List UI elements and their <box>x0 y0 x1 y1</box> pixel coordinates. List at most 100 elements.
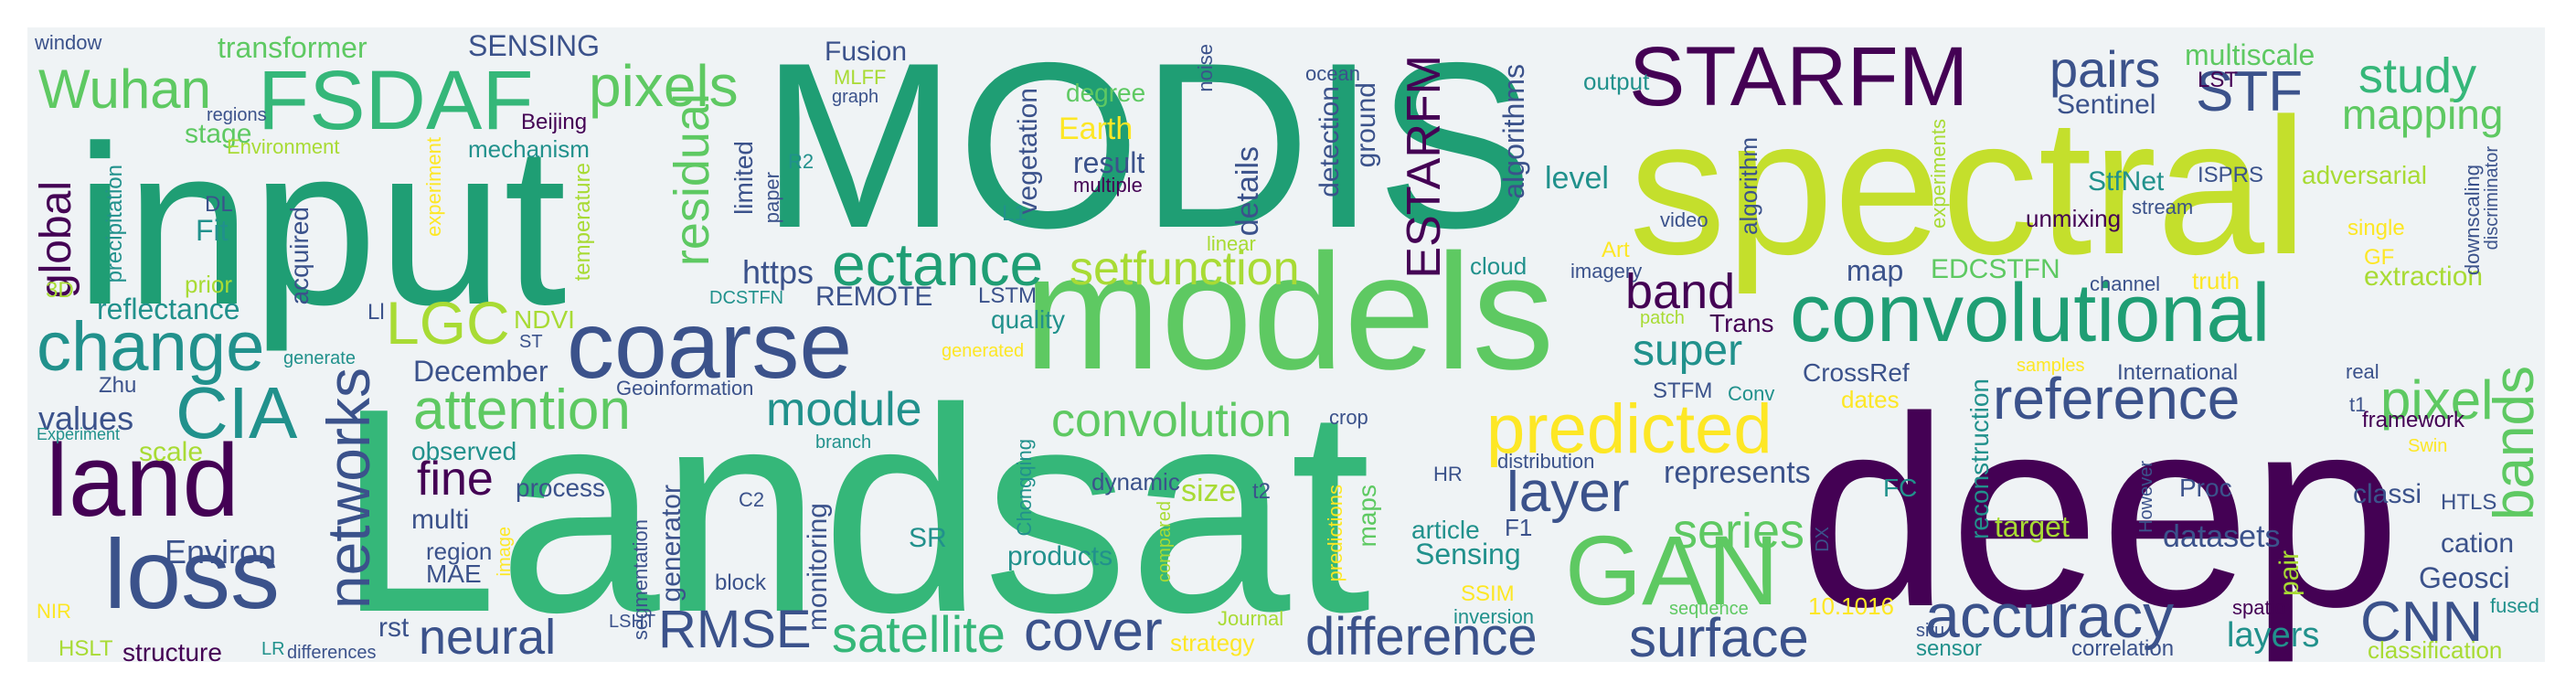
word-compared: compared <box>1155 501 1175 582</box>
word-sentinel: Sentinel <box>2057 90 2156 120</box>
word-paper: paper <box>761 172 783 224</box>
word-fsdaf: FSDAF <box>258 54 534 147</box>
word-t2: t2 <box>1252 479 1272 504</box>
word-htls: HTLS <box>2441 490 2497 515</box>
word-rmse: RMSE <box>658 600 812 659</box>
word-spectral: spectral <box>1629 78 2308 294</box>
word-accuracy: accuracy <box>1925 581 2175 651</box>
word-models: models <box>1024 220 1555 404</box>
word-networks: networks <box>314 368 382 610</box>
word-proc: Proc <box>2179 474 2232 502</box>
word-difference: difference <box>1305 607 1538 663</box>
word-land: land <box>46 423 240 538</box>
word-datasets: datasets <box>2163 519 2281 554</box>
word-stfnet: StfNet <box>2088 166 2165 197</box>
word-samples: samples <box>2017 356 2085 376</box>
word-series: series <box>1673 504 1805 559</box>
word-module: module <box>766 383 922 436</box>
word-multiscale: multiscale <box>2185 38 2315 71</box>
word-channel: channel <box>2090 272 2161 295</box>
word-residual: residual <box>665 93 719 267</box>
word-predicted: predicted <box>1486 390 1772 468</box>
word-fusion: Fusion <box>825 37 908 67</box>
word-landsat: Landsat <box>336 348 1371 662</box>
word-nir: NIR <box>37 600 71 623</box>
word-multiple: multiple <box>1073 174 1143 197</box>
word-real: real <box>2346 360 2379 383</box>
word-lsht: LSHT <box>609 612 656 632</box>
word-output: output <box>1583 68 1650 95</box>
word-acquired: acquired <box>285 207 314 305</box>
word-estarfm: ESTARFM <box>1398 55 1451 279</box>
word-products: products <box>1007 541 1113 571</box>
word-zhu: Zhu <box>99 373 137 398</box>
word-coarse: coarse <box>567 293 853 399</box>
word-st: ST <box>519 332 543 352</box>
word-stfm: STFM <box>1653 378 1713 403</box>
word-extraction: extraction <box>2364 261 2484 292</box>
word-edcstfn: EDCSTFN <box>1931 254 2060 284</box>
word-generated: generated <box>942 341 1025 361</box>
word-r2: R2 <box>788 150 814 173</box>
word-satellite: satellite <box>832 605 1006 662</box>
word-maps: maps <box>1353 485 1381 548</box>
word-detection: detection <box>1315 86 1345 197</box>
word-ocean: ocean <box>1305 62 1360 85</box>
word-international: International <box>2117 360 2239 385</box>
word-sr: SR <box>909 523 947 553</box>
word-mlff: MLFF <box>834 66 887 89</box>
word-single: single <box>2347 216 2405 240</box>
word-fused: fused <box>2490 594 2539 617</box>
word-prior: prior <box>185 271 233 298</box>
word-multi: multi <box>411 505 470 535</box>
word-truth: truth <box>2192 267 2241 294</box>
word-cloud: MODIS Landsat deep input spectral models… <box>27 27 2545 662</box>
word-details: details <box>1230 146 1265 237</box>
word-pixel: pixel <box>2380 369 2494 431</box>
word-crossref: CrossRef <box>1803 358 1910 387</box>
word-graph: graph <box>832 87 879 107</box>
word-wuhan: Wuhan <box>38 59 212 120</box>
word-isprs: ISPRS <box>2198 163 2264 187</box>
word-cia: CIA <box>176 372 298 453</box>
word-fc: FC <box>1883 474 1918 502</box>
word-dates: dates <box>1841 386 1900 413</box>
word-fine: fine <box>417 453 494 506</box>
word-sensor: sensor <box>1916 636 1983 661</box>
word-chongqing: Chongqing <box>1013 439 1036 537</box>
word-10-1016: 10.1016 <box>1808 592 1894 620</box>
word-modis: MODIS <box>761 27 1534 277</box>
word-branch: branch <box>815 432 872 453</box>
word-lstm: LSTM <box>978 283 1038 308</box>
word-framework: framework <box>2362 408 2465 432</box>
word-pairs: pairs <box>2049 40 2161 98</box>
word-lst: LST <box>2198 68 2239 92</box>
word-hslt: HSLT <box>59 636 113 661</box>
word-dynamic: dynamic <box>1091 468 1180 496</box>
word-adversarial: adversarial <box>2302 161 2427 189</box>
word-cation: cation <box>2441 528 2515 559</box>
word-imagery: imagery <box>1570 260 1643 283</box>
word-generator: generator <box>656 485 687 602</box>
word-situ: situ <box>1916 621 1945 641</box>
word-experiments: experiments <box>1927 119 1950 229</box>
word-limited: limited <box>729 141 758 215</box>
word-setfunction: setfunction <box>1070 242 1300 295</box>
word-size: size <box>1181 474 1237 508</box>
word-correlation: correlation <box>2071 636 2175 661</box>
word-pair: pair <box>2274 550 2305 597</box>
word-fit: Fit <box>196 214 229 247</box>
word-transformer: transformer <box>218 31 367 64</box>
word-mae: MAE <box>426 560 482 588</box>
word-linear: linear <box>1207 232 1256 255</box>
word-cover: cover <box>1024 600 1163 662</box>
word-mechanism: mechanism <box>468 135 590 163</box>
word-gf: GF <box>2364 245 2395 270</box>
word-however: However <box>2136 461 2156 533</box>
word-map: map <box>1847 254 1904 287</box>
word-level: level <box>1545 161 1609 196</box>
word-deep: deep <box>1799 360 2401 662</box>
word-layer: layer <box>1506 461 1630 524</box>
word-stream: stream <box>2132 196 2194 219</box>
word-temperature: temperature <box>570 163 595 282</box>
